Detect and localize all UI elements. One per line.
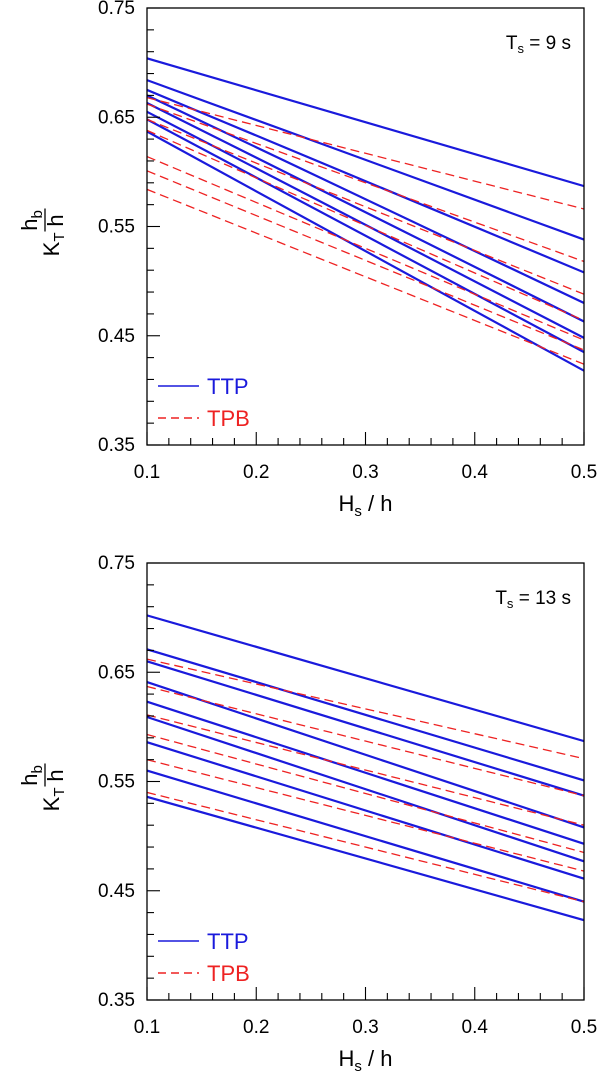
panel1-y-axis-title-h-sub: b [29,210,46,218]
panel2-chart: 0.35 0.45 0.55 0.65 0.75 0.1 0.2 0.3 0.4 0.5 Hs / … [17,553,597,1075]
panel2-y-axis-title-h-sub: b [29,765,46,773]
panel1-period-annotation-value: = 9 s [524,33,571,54]
panel2-y-tick-label: 0.55 [98,772,135,793]
panel1-tpb-line-13 [147,156,584,341]
panel1-ttp-line-1 [147,57,584,188]
panel2-y-tick-label: 0.75 [98,553,135,574]
panel2-tpb-line-11 [147,685,584,797]
panel1-x-tick-label: 0.5 [571,462,597,483]
panel2-x-tick-label: 0.2 [243,1017,269,1038]
panel1-y-axis-title-numerator: hb [17,210,46,231]
panel2-tpb-line-13 [147,733,584,854]
panel2-x-axis-title-sub: s [354,1058,362,1075]
panel1-y-axis-title-denominator: h [43,214,68,226]
panel1-ttp-line-4 [147,94,584,304]
panel1-y-tick-label: 0.75 [98,0,135,19]
panel1-x-tick-label: 0.2 [243,462,269,483]
panel1-x-axis-title-sub: s [354,503,362,520]
panel2-tpb-line-15 [147,791,584,903]
panel1-y-axis-title-factor: KT [39,233,68,257]
panel2-x-axis-title-main: H [339,1046,355,1071]
panel2-y-tick-label: 0.65 [98,662,135,683]
panel1-tpb-line-12 [147,129,584,322]
panel2-x-tick-label: 0.4 [462,1017,489,1038]
panel2-y-axis-title-h: h [17,774,42,786]
panel2-ttp-line-1 [147,614,584,743]
panel2-ttp-line-8 [147,769,584,903]
panel1-y-axis-title-k-sub: T [51,233,68,242]
panel2-ttp-line-5 [147,700,584,845]
panel1-y-tick-label: 0.35 [98,435,135,456]
panel1-ttp-line-3 [147,88,584,274]
panel2-x-axis-title-suffix: / h [362,1046,393,1071]
panel2-period-annotation-value: = 13 s [513,588,571,609]
panel1-period-annotation: Ts = 9 s [506,33,571,56]
panel2-y-axis-title-denominator: h [43,769,68,781]
panel2-x-tick-label: 0.5 [571,1017,597,1038]
panel1-ttp-line-7 [147,118,584,354]
panel1-tpb-line-9 [147,96,584,210]
panel1-series-group [147,57,584,372]
panel1-period-annotation-sub: s [518,41,525,56]
panel1-x-axis-title-suffix: / h [362,491,393,516]
panel2-y-axis-title-k: K [39,796,64,811]
legend-label-tpb: TPB [207,961,250,986]
panel2-x-tick-label: 0.3 [352,1017,378,1038]
panel1-tpb-line-14 [147,170,584,351]
panel2-tpb-line-14 [147,759,584,872]
panel1-ttp-line-8 [147,130,584,372]
panel2-ttp-line-6 [147,715,584,863]
panel1-y-axis-title-h: h [17,219,42,231]
panel1-tpb-line-10 [147,103,584,263]
panel2-ttp-line-4 [147,681,584,829]
legend-label-ttp: TTP [207,374,249,399]
panel1-x-tick-label: 0.4 [462,462,489,483]
panel2-ttp-line-9 [147,795,584,922]
panel2-period-annotation: Ts = 13 s [495,588,571,611]
panel2-ttp-line-7 [147,741,584,880]
panel2-period-annotation-sub: s [507,596,514,611]
panel2-y-tick-label: 0.45 [98,881,135,902]
panel1-x-axis-title: Hs / h [339,491,393,520]
panel1-period-annotation-t: T [506,33,518,54]
panel1-y-tick-label: 0.55 [98,217,135,238]
panel1-x-tick-label: 0.1 [134,462,160,483]
legend-label-ttp: TTP [207,929,249,954]
panel1-y-axis-title-k: K [39,241,64,256]
panel1-tpb-line-15 [147,188,584,365]
panel2-y-axis-title-factor: KT [39,788,68,812]
panel1-x-axis-title-main: H [339,491,355,516]
panel2-x-axis-title: Hs / h [339,1046,393,1075]
panel2-tpb-line-12 [147,714,584,826]
panel1-ttp-line-5 [147,102,584,323]
panel2-period-annotation-t: T [495,588,507,609]
panel2-ttp-line-2 [147,648,584,782]
panel1-y-tick-label: 0.45 [98,326,135,347]
panel2-y-tick-label: 0.35 [98,990,135,1011]
panel1-ttp-line-2 [147,79,584,241]
panel2-ttp-line-3 [147,660,584,797]
panel2-x-tick-label: 0.1 [134,1017,160,1038]
panel2-y-axis-title-k-sub: T [51,788,68,797]
panel2-series-group [147,614,584,922]
panel1-chart: 0.35 0.45 0.55 0.65 0.75 0.1 0.2 0.3 0.4 0.5 Hs / … [17,0,597,520]
panel1-y-tick-label: 0.65 [98,107,135,128]
panel2-tpb-line-10 [147,658,584,760]
panel2-y-axis-title-numerator: hb [17,765,46,786]
legend-label-tpb: TPB [207,406,250,431]
panel1-x-tick-label: 0.3 [352,462,378,483]
panel1-tpb-line-11 [147,118,584,295]
